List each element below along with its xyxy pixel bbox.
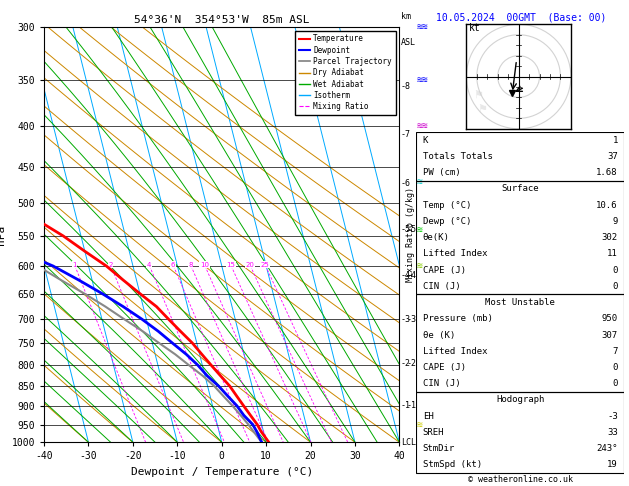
Text: -1: -1 [406,400,416,410]
Text: -5: -5 [401,225,411,234]
Title: 54°36'N  354°53'W  85m ASL: 54°36'N 354°53'W 85m ASL [134,15,309,25]
Text: -3: -3 [406,315,416,324]
Text: 0: 0 [613,363,618,372]
Text: -7: -7 [401,130,411,139]
Text: 19: 19 [607,460,618,469]
Text: -5: -5 [406,225,416,234]
Text: 10.05.2024  00GMT  (Base: 00): 10.05.2024 00GMT (Base: 00) [436,12,606,22]
Text: -3: -3 [607,412,618,421]
Text: ≋≋: ≋≋ [417,121,428,131]
Text: -4: -4 [401,271,411,280]
Text: Temp (°C): Temp (°C) [423,201,471,210]
Text: Pressure (mb): Pressure (mb) [423,314,493,323]
Text: LCL: LCL [401,438,416,447]
Text: 1: 1 [72,262,77,268]
Text: Dewp (°C): Dewp (°C) [423,217,471,226]
Text: -8: -8 [401,82,411,91]
Text: 2: 2 [108,262,113,268]
Text: 8: 8 [188,262,192,268]
Bar [416,392,624,473]
Text: ≋: ≋ [417,261,423,271]
Text: θe(K): θe(K) [423,233,450,242]
Text: 10: 10 [200,262,209,268]
Text: 0: 0 [613,379,618,388]
Text: CAPE (J): CAPE (J) [423,363,465,372]
Text: Surface: Surface [501,185,539,193]
Text: -2: -2 [406,359,416,367]
Text: Lifted Index: Lifted Index [423,249,487,259]
Text: 0: 0 [613,282,618,291]
Text: 307: 307 [601,330,618,340]
Text: 1.68: 1.68 [596,168,618,177]
Text: EH: EH [423,412,433,421]
Text: 33: 33 [607,428,618,437]
Text: © weatheronline.co.uk: © weatheronline.co.uk [469,474,573,484]
Text: K: K [423,136,428,145]
Bar [416,181,624,295]
Legend: Temperature, Dewpoint, Parcel Trajectory, Dry Adiabat, Wet Adiabat, Isotherm, Mi: Temperature, Dewpoint, Parcel Trajectory… [295,31,396,115]
Text: Lifted Index: Lifted Index [423,347,487,356]
Text: StmDir: StmDir [423,444,455,453]
Text: Mixing Ratio (g/kg): Mixing Ratio (g/kg) [406,187,415,282]
Text: 37: 37 [607,152,618,161]
Text: ⚑: ⚑ [477,104,487,114]
Text: Hodograph: Hodograph [496,396,544,404]
Text: CAPE (J): CAPE (J) [423,266,465,275]
Text: 243°: 243° [596,444,618,453]
Text: ≋: ≋ [417,419,423,430]
Text: ≋: ≋ [417,225,423,235]
Text: 950: 950 [601,314,618,323]
Bar [416,295,624,392]
Text: CIN (J): CIN (J) [423,282,460,291]
Text: 302: 302 [601,233,618,242]
Text: km: km [401,12,411,21]
Text: -6: -6 [401,179,411,188]
Text: SREH: SREH [423,428,444,437]
Text: ASL: ASL [401,38,416,47]
Text: 25: 25 [261,262,269,268]
Text: -3: -3 [401,315,411,324]
Text: kt: kt [469,22,480,33]
Text: θe (K): θe (K) [423,330,455,340]
Text: 15: 15 [226,262,235,268]
Text: StmSpd (kt): StmSpd (kt) [423,460,482,469]
Text: 7: 7 [613,347,618,356]
Text: 6: 6 [170,262,175,268]
Text: ⚑: ⚑ [472,89,482,100]
Text: ≋≋: ≋≋ [417,75,428,85]
Text: -4: -4 [406,271,416,280]
Text: Totals Totals: Totals Totals [423,152,493,161]
Y-axis label: hPa: hPa [0,225,6,244]
Text: 9: 9 [613,217,618,226]
Text: 11: 11 [607,249,618,259]
Text: 4: 4 [147,262,151,268]
Text: ≋: ≋ [417,177,423,187]
Text: Most Unstable: Most Unstable [485,298,555,307]
Text: CIN (J): CIN (J) [423,379,460,388]
Text: 10.6: 10.6 [596,201,618,210]
Text: 1: 1 [613,136,618,145]
Text: -1: -1 [401,400,411,410]
Text: PW (cm): PW (cm) [423,168,460,177]
Text: 0: 0 [613,266,618,275]
Text: -2: -2 [401,359,411,367]
Text: ≋≋: ≋≋ [417,22,428,32]
X-axis label: Dewpoint / Temperature (°C): Dewpoint / Temperature (°C) [131,467,313,477]
Text: 20: 20 [245,262,254,268]
Bar [416,132,624,181]
